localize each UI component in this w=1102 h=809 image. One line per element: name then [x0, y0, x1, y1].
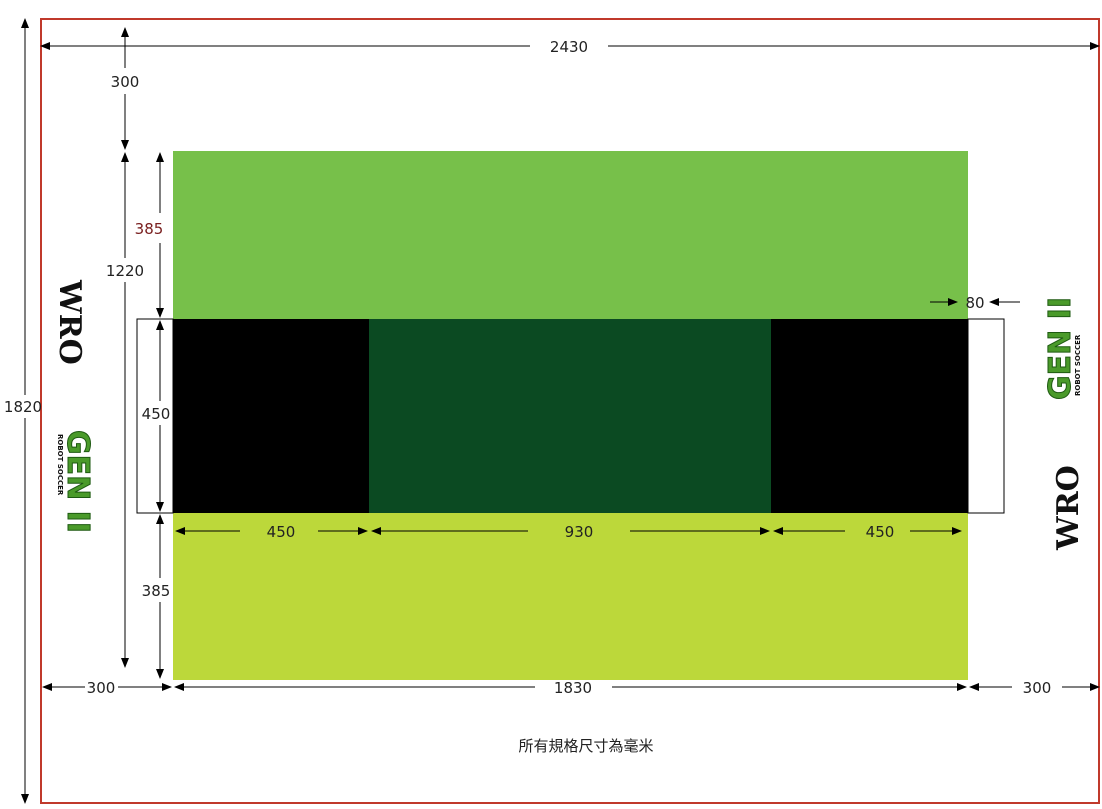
label-total-height: 1820: [4, 398, 42, 416]
label-goal-height: 450: [142, 405, 171, 423]
dim-goal-depth: 80: [930, 294, 1020, 312]
center-zone: [369, 319, 771, 513]
right-goal: [967, 318, 1005, 514]
dim-goal-height: 450: [142, 320, 171, 512]
dim-field-width: 1830: [174, 679, 967, 697]
bottom-zone: [173, 513, 968, 680]
label-right-margin: 300: [1023, 679, 1052, 697]
right-logo: WRO GEN II ROBOT SOCCER: [1043, 297, 1087, 552]
label-center-width: 930: [565, 523, 594, 541]
label-right-black-width: 450: [866, 523, 895, 541]
gen-sub-left: ROBOT SOCCER: [56, 434, 64, 496]
dim-left-black-width: 450: [175, 523, 368, 541]
dim-top-margin: 300: [111, 27, 140, 150]
dim-left-margin: 300: [42, 679, 172, 697]
label-total-width: 2430: [550, 38, 588, 56]
dim-center-width: 930: [371, 523, 770, 541]
left-black-zone: [173, 319, 369, 513]
gen-logo-left: GEN II: [60, 430, 95, 533]
wro-logo-right: WRO: [1051, 465, 1086, 551]
units-caption: 所有規格尺寸為毫米: [518, 737, 653, 755]
dim-total-width: 2430: [40, 38, 1100, 56]
right-black-zone: [771, 319, 968, 513]
label-top-zone: 385: [135, 220, 164, 238]
label-goal-depth: 80: [965, 294, 984, 312]
dim-inner-height: 1220: [106, 152, 144, 668]
left-goal: [136, 318, 174, 514]
label-top-margin: 300: [111, 73, 140, 91]
gen-logo-right: GEN II: [1043, 297, 1078, 400]
dim-bottom-zone: 385: [142, 514, 171, 679]
top-zone: [173, 151, 968, 319]
label-inner-height: 1220: [106, 262, 144, 280]
label-left-black-width: 450: [267, 523, 296, 541]
label-bottom-zone: 385: [142, 582, 171, 600]
dim-top-zone: 385: [135, 152, 164, 318]
dim-right-black-width: 450: [773, 523, 962, 541]
dim-right-margin: 300: [969, 679, 1100, 697]
dim-total-height: 1820: [4, 18, 42, 804]
label-left-margin: 300: [87, 679, 116, 697]
outer-border: [40, 18, 1100, 804]
wro-logo-left: WRO: [52, 279, 87, 365]
gen-sub-right: ROBOT SOCCER: [1074, 334, 1082, 396]
label-field-width: 1830: [554, 679, 592, 697]
left-logo: WRO GEN II ROBOT SOCCER: [52, 279, 96, 534]
